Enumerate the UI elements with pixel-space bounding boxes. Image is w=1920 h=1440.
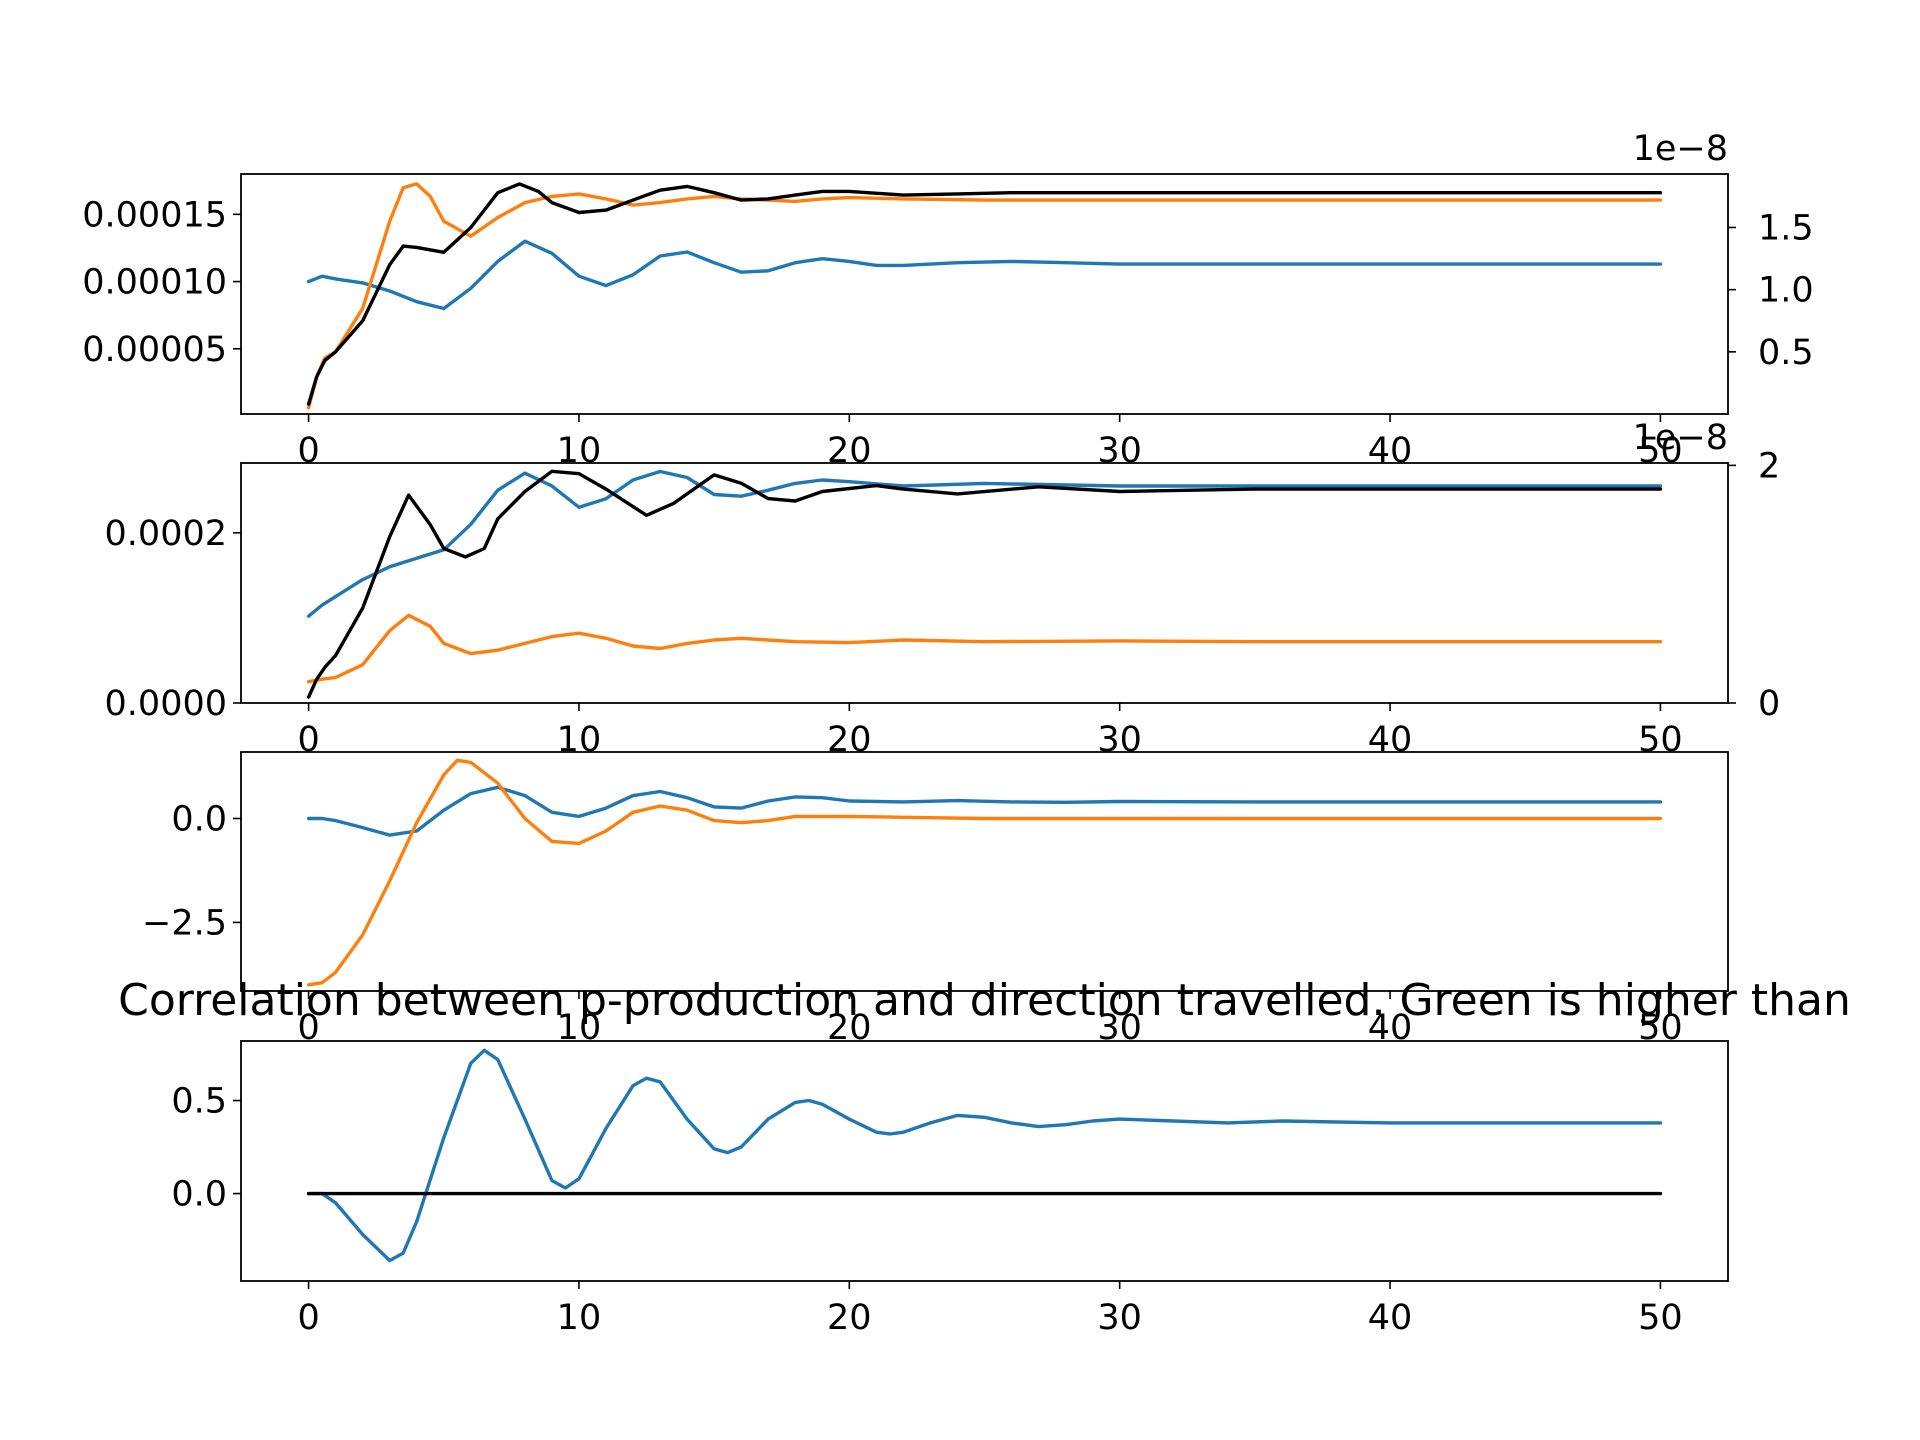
axes-frame <box>240 1040 1729 1282</box>
series-line-1 <box>306 785 1663 837</box>
right-y-tick-label: 1.0 <box>1758 271 1814 311</box>
series-line-1 <box>306 239 1663 311</box>
series-line-2 <box>306 613 1663 684</box>
x-tick-label: 0 <box>297 720 319 760</box>
y-tick-label: −2.5 <box>142 903 227 943</box>
series-line-2 <box>306 182 1663 410</box>
series-group <box>306 469 1663 699</box>
x-tick-label: 20 <box>827 720 872 760</box>
x-tick-label: 10 <box>557 1298 602 1338</box>
subplot-1: 0 10 20 30 40 50 0.00005 0.00010 0.00015 0.5 1.0 1.… <box>82 129 1813 471</box>
x-tick-label: 50 <box>1638 720 1683 760</box>
series-line-3 <box>306 469 1663 699</box>
axes-frame <box>240 462 1729 704</box>
right-y-tick-label: 0.5 <box>1758 333 1814 373</box>
y-tick-label: 0.0002 <box>105 514 227 554</box>
series-group <box>306 1048 1663 1263</box>
x-tick-label: 30 <box>1097 1298 1142 1338</box>
series-line-3 <box>306 182 1663 406</box>
series-group <box>306 182 1663 410</box>
y-tick-label: 0.00015 <box>82 195 227 235</box>
x-tick-label: 20 <box>827 431 872 471</box>
y-tick-label: 0.5 <box>171 1082 227 1122</box>
series-group <box>306 758 1663 987</box>
x-tick-label: 0 <box>297 1008 319 1048</box>
series-line-1 <box>306 469 1663 618</box>
series-line-2 <box>306 758 1663 987</box>
x-tick-label: 30 <box>1097 431 1142 471</box>
right-y-tick-label: 0 <box>1758 684 1780 724</box>
right-axis-multiplier: 1e−8 <box>1633 418 1728 458</box>
x-tick-label: 10 <box>557 431 602 471</box>
subplot-4: 0 10 20 30 40 50 0.0 0.5 Correlation between p-p… <box>118 975 1851 1338</box>
x-tick-label: 0 <box>297 431 319 471</box>
x-tick-label: 20 <box>827 1298 872 1338</box>
y-tick-label: 0.00010 <box>82 263 227 303</box>
axes-frame <box>240 751 1729 992</box>
x-tick-label: 50 <box>1638 1298 1683 1338</box>
x-tick-label: 40 <box>1368 431 1413 471</box>
axes-frame <box>240 173 1729 415</box>
y-tick-label: 0.0000 <box>105 684 227 724</box>
x-tick-label: 40 <box>1368 720 1413 760</box>
x-tick-label: 10 <box>557 720 602 760</box>
x-tick-label: 50 <box>1638 431 1683 471</box>
x-tick-label: 0 <box>297 1298 319 1338</box>
series-line-1 <box>306 1048 1663 1263</box>
right-y-tick-label: 1.5 <box>1758 208 1814 248</box>
y-tick-label: 0.0 <box>171 1175 227 1215</box>
x-tick-label: 30 <box>1097 720 1142 760</box>
y-tick-label: 0.0 <box>171 800 227 840</box>
x-tick-label: 40 <box>1368 1298 1413 1338</box>
chart-title: Correlation between p-production and dir… <box>118 975 1851 1026</box>
subplot-2: 0 10 20 30 40 50 0.0000 0.0002 0 2 1e−8 <box>105 418 1781 760</box>
right-y-tick-label: 2 <box>1758 446 1780 486</box>
y-tick-label: 0.00005 <box>82 330 227 370</box>
right-axis-multiplier: 1e−8 <box>1633 129 1728 169</box>
